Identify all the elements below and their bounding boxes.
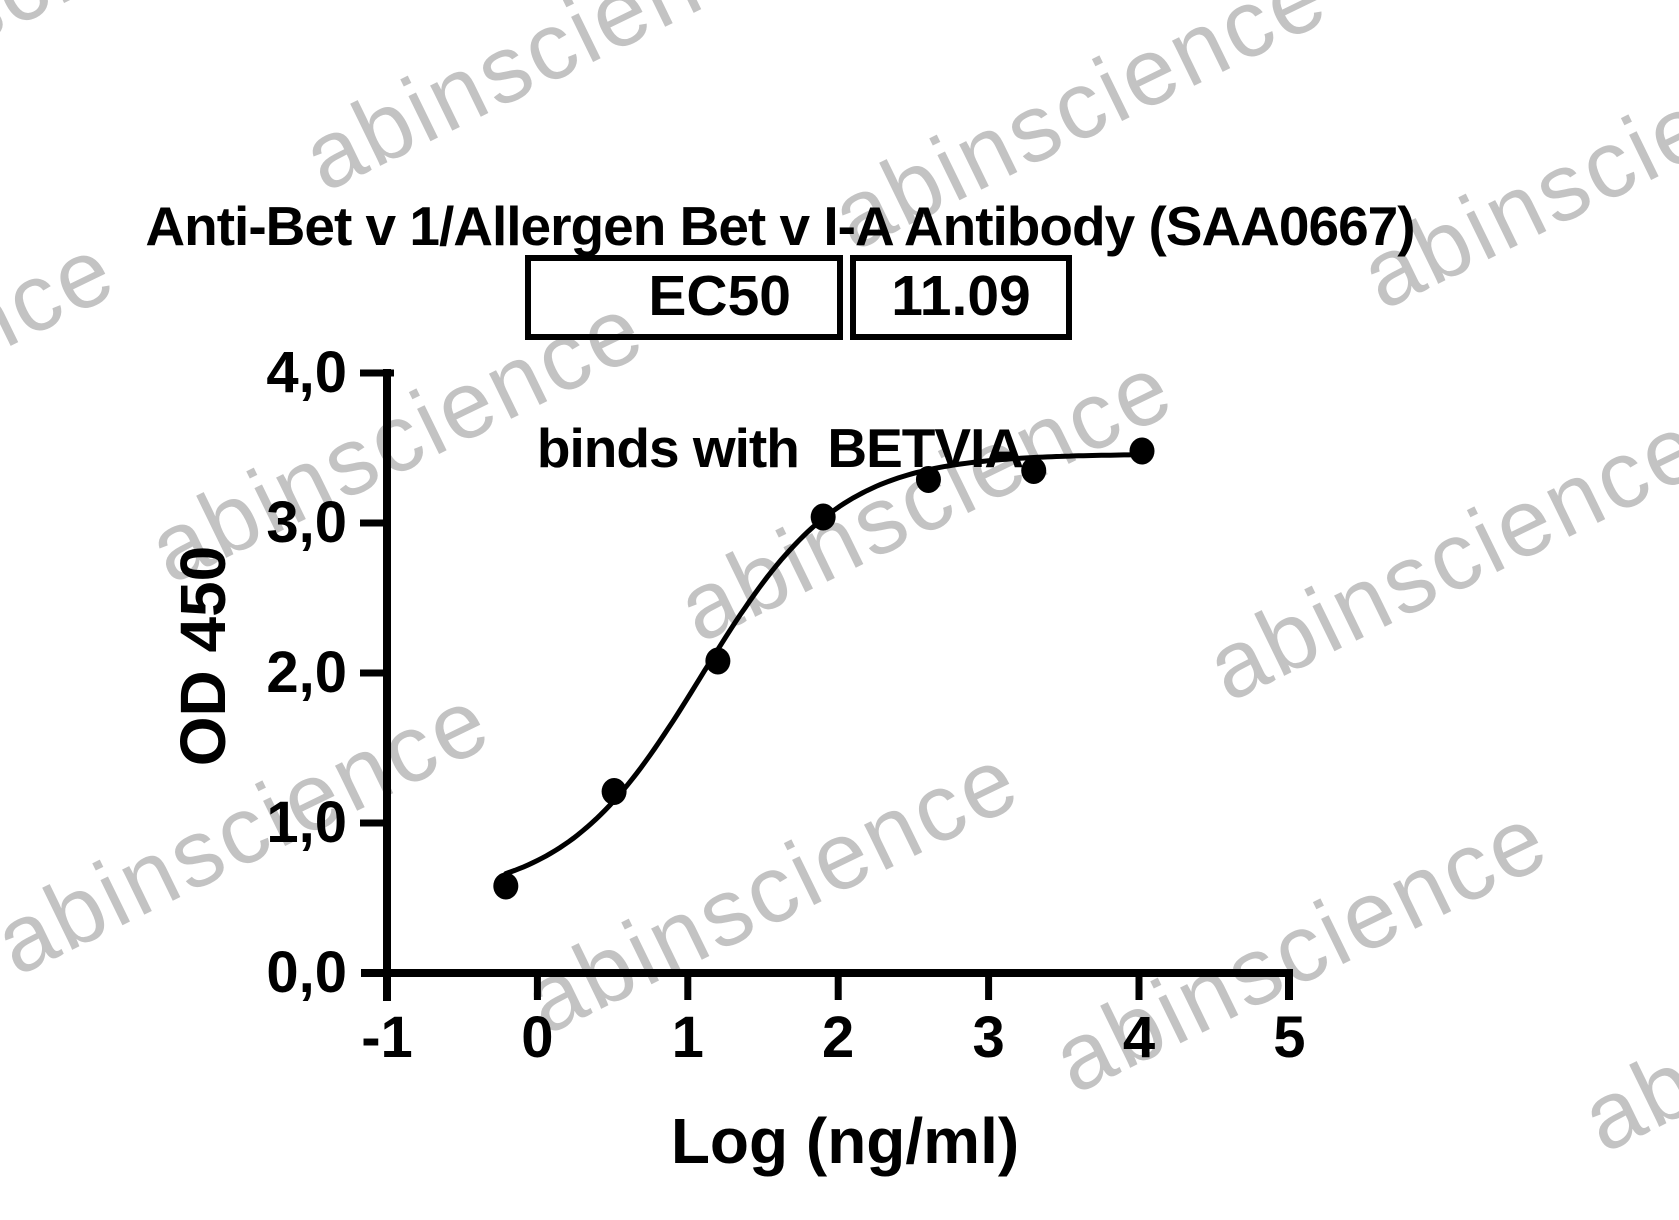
- y-tick: [360, 819, 387, 827]
- y-tick-label: 0,0: [266, 940, 347, 1005]
- ec50-table-value: 11.09: [891, 264, 1031, 328]
- data-point: [705, 647, 731, 675]
- y-tick-label: 2,0: [266, 640, 347, 705]
- x-tick-label: 1: [671, 1005, 704, 1070]
- y-tick: [360, 519, 387, 527]
- ec50-table-label: EC50: [648, 264, 791, 328]
- x-tick: [1135, 977, 1143, 1000]
- data-point: [601, 778, 627, 805]
- data-point: [1129, 437, 1155, 465]
- data-point: [1021, 457, 1047, 484]
- y-tick: [360, 669, 387, 677]
- x-tick: [684, 977, 692, 1000]
- data-point: [493, 872, 519, 900]
- x-tick: [1285, 973, 1293, 1000]
- y-tick: [360, 369, 394, 377]
- x-tick-label: 2: [822, 1005, 855, 1070]
- x-tick-label: 4: [1122, 1005, 1156, 1070]
- y-tick-label: 3,0: [266, 490, 347, 555]
- chart-title-line1: Anti-Bet v 1/Allergen Bet v I-A Antibody…: [145, 195, 1415, 257]
- y-tick-label: 1,0: [266, 790, 347, 855]
- x-axis-title: Log (ng/ml): [670, 1105, 1020, 1177]
- x-tick-label: 5: [1273, 1005, 1306, 1070]
- x-tick-label: -1: [361, 1005, 413, 1070]
- chart-title-line2: binds with BETVIA: [536, 417, 1024, 479]
- x-tick: [834, 977, 842, 1000]
- data-point: [915, 466, 941, 493]
- ec50-table-label-cell: EC50: [525, 255, 843, 340]
- x-tick: [985, 977, 993, 1000]
- chart-title: Anti-Bet v 1/Allergen Bet v I-A Antibody…: [0, 41, 1560, 633]
- ec50-table-value-cell: 11.09: [850, 255, 1072, 340]
- x-tick-label: 3: [972, 1005, 1005, 1070]
- y-tick-label: 4,0: [266, 340, 347, 405]
- y-axis-line: [383, 369, 391, 1001]
- x-axis-line: [361, 969, 1293, 977]
- x-tick: [533, 977, 541, 1000]
- data-point: [810, 503, 836, 531]
- x-tick-label: 0: [521, 1005, 554, 1070]
